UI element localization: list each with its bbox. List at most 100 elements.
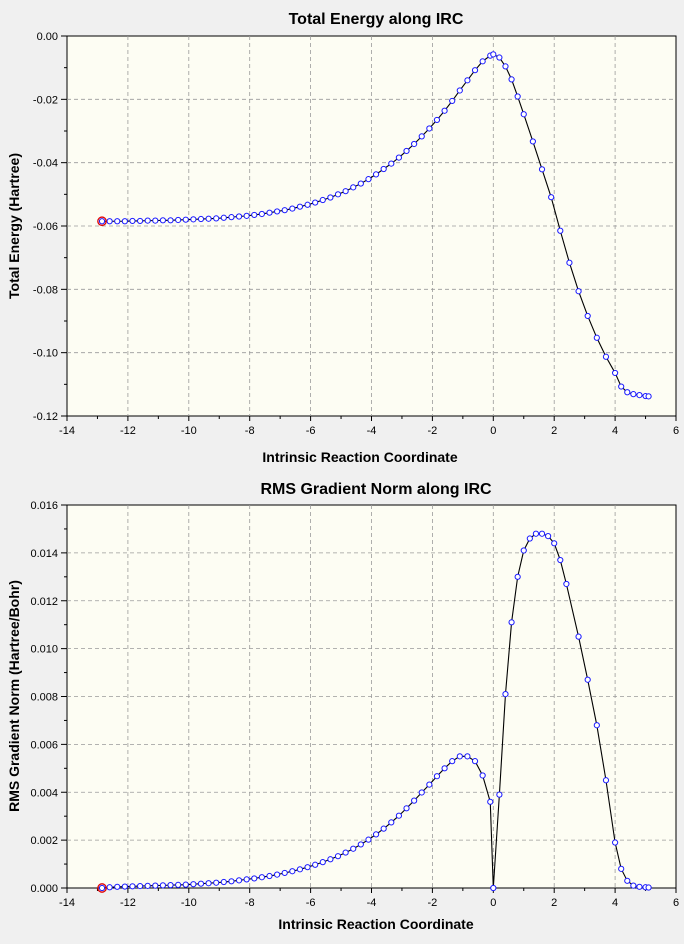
- data-point: [266, 872, 273, 880]
- data-point: [121, 218, 128, 225]
- data-point: [129, 217, 136, 225]
- data-point: [205, 215, 212, 222]
- data-point: [350, 184, 357, 191]
- data-point: [557, 227, 564, 234]
- data-point: [441, 765, 448, 772]
- chart-title: Total Energy along IRC: [289, 11, 464, 28]
- data-point: [502, 63, 509, 70]
- data-point: [471, 67, 479, 74]
- data-point: [496, 54, 503, 61]
- data-point: [426, 125, 433, 132]
- data-point: [136, 217, 144, 225]
- data-point: [98, 218, 106, 225]
- data-point: [243, 212, 250, 219]
- grid-lines: [67, 36, 676, 416]
- axes: -14 -12 -10 -8 -6 -4 -2 0 2 4 6 0.000 0.002 0.004 0.00…: [30, 500, 679, 909]
- data-point: [496, 791, 503, 798]
- x-tick-label: -14: [59, 897, 75, 909]
- data-point: [319, 859, 326, 866]
- data-point: [98, 884, 106, 892]
- data-point: [426, 781, 433, 788]
- data-point: [575, 633, 582, 640]
- data-point: [464, 753, 471, 760]
- data-point: [228, 878, 235, 885]
- data-point: [456, 87, 463, 94]
- x-tick-label: 0: [490, 897, 496, 909]
- data-point: [175, 216, 182, 224]
- y-tick-label: -0.02: [33, 94, 58, 106]
- y-tick-label: -0.08: [33, 284, 58, 296]
- data-point: [114, 883, 121, 890]
- y-tick-label: -0.12: [33, 411, 58, 423]
- data-point: [490, 884, 497, 892]
- x-tick-label: -6: [306, 425, 316, 437]
- data-point: [566, 259, 573, 266]
- data-point: [334, 853, 342, 860]
- data-point: [228, 214, 235, 221]
- x-tick-label: -12: [120, 897, 136, 909]
- y-tick-label: -0.04: [33, 158, 58, 170]
- data-point: [197, 215, 205, 223]
- x-tick-label: -6: [306, 897, 316, 909]
- data-point: [630, 391, 637, 398]
- y-tick-label: -0.06: [33, 221, 58, 233]
- x-tick-label: -8: [245, 425, 255, 437]
- x-tick-label: 4: [612, 897, 618, 909]
- data-point: [479, 58, 486, 65]
- data-point: [557, 556, 564, 564]
- data-point: [479, 772, 486, 779]
- data-point: [520, 111, 527, 118]
- y-tick-label: 0.016: [30, 500, 58, 512]
- data-point: [296, 203, 304, 210]
- data-point: [144, 217, 151, 224]
- data-point: [357, 180, 364, 187]
- data-point: [593, 334, 600, 341]
- y-tick-label: 0.014: [30, 548, 58, 560]
- x-tick-label: -10: [181, 897, 197, 909]
- data-point: [106, 884, 113, 891]
- y-tick-label: 0.002: [30, 835, 58, 847]
- data-point: [612, 369, 619, 377]
- data-point: [274, 208, 281, 215]
- data-point: [514, 573, 521, 580]
- data-point: [645, 393, 652, 400]
- data-point: [612, 839, 619, 846]
- data-point: [630, 882, 637, 889]
- data-point: [395, 154, 403, 161]
- data-point: [380, 165, 387, 173]
- y-tick-label: 0.004: [30, 787, 58, 799]
- data-point: [602, 777, 610, 784]
- data-point: [456, 753, 463, 760]
- data-point: [538, 530, 546, 537]
- data-point: [258, 210, 265, 218]
- data-point: [266, 209, 273, 216]
- data-point: [235, 877, 243, 884]
- start-point-marker: [97, 883, 107, 893]
- data-point: [441, 107, 448, 114]
- data-point: [618, 865, 625, 872]
- data-point: [403, 805, 410, 812]
- data-point: [602, 353, 610, 360]
- data-point: [312, 861, 319, 868]
- data-point: [251, 875, 258, 882]
- data-point: [175, 881, 182, 888]
- data-point: [274, 871, 281, 878]
- data-point: [243, 876, 250, 883]
- data-point: [167, 882, 174, 889]
- y-tick-label: -0.10: [33, 348, 58, 360]
- y-tick-label: 0.000: [30, 883, 58, 895]
- x-tick-label: -14: [59, 425, 75, 437]
- x-tick-label: 0: [490, 425, 496, 437]
- data-point: [334, 191, 342, 198]
- y-tick-label: 0.012: [30, 596, 58, 608]
- data-point: [319, 196, 326, 204]
- x-tick-label: 2: [551, 425, 557, 437]
- data-point: [526, 535, 533, 542]
- grid-lines: [67, 505, 676, 888]
- x-tick-label: 6: [673, 897, 679, 909]
- data-point: [418, 133, 425, 140]
- data-point: [490, 51, 497, 58]
- data-point: [529, 138, 536, 145]
- data-point: [152, 882, 159, 889]
